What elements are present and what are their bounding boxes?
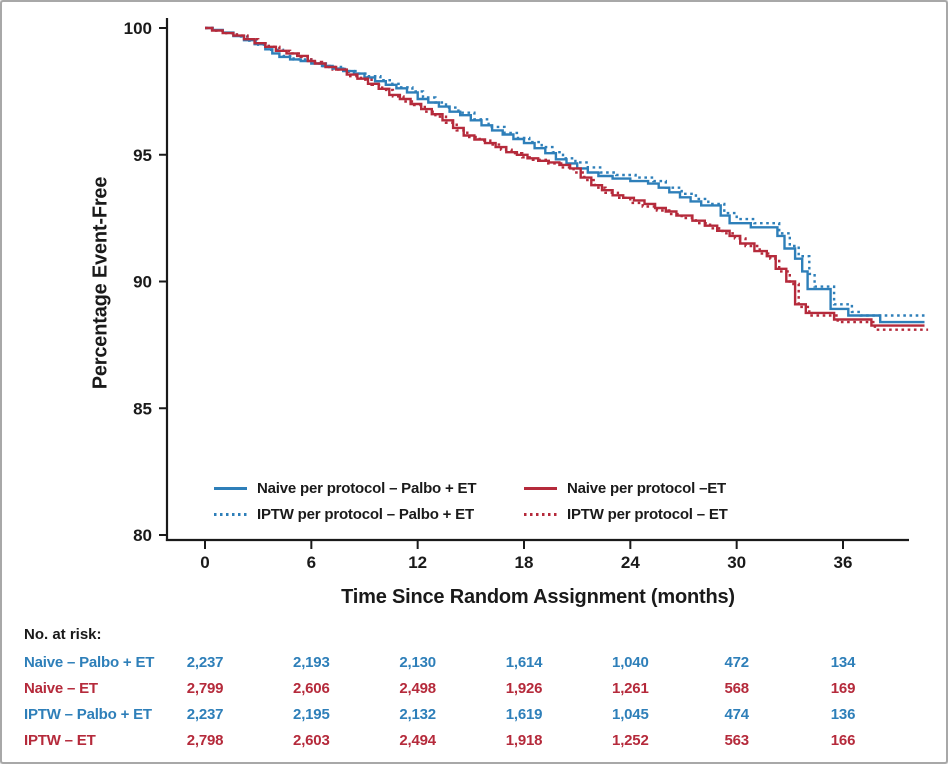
risk-count: 2,798: [186, 732, 224, 749]
risk-count: 2,603: [293, 732, 330, 749]
risk-count: 1,614: [505, 654, 543, 671]
risk-count: 136: [830, 706, 856, 723]
risk-count: 2,193: [293, 654, 330, 671]
risk-row: IPTW – ET 2,798 2,603 2,494 1,918 1,252 563 166: [2, 728, 946, 754]
risk-count: 1,040: [612, 654, 649, 671]
risk-row: IPTW – Palbo + ET 2,237 2,195 2,132 1,619 1,0…: [2, 702, 946, 728]
risk-count: 2,132: [399, 706, 436, 723]
risk-count: 2,799: [186, 680, 224, 697]
x-tick-label: 30: [727, 553, 746, 572]
risk-count: 1,918: [505, 732, 543, 749]
risk-count: 2,237: [186, 654, 224, 671]
naive-et-curve: [205, 26, 925, 327]
y-axis-title: Percentage Event-Free: [89, 176, 112, 390]
risk-row: Naive – ET 2,799 2,606 2,498 1,926 1,261 568 16…: [2, 676, 946, 702]
y-tick-label: 95: [133, 146, 152, 165]
risk-count: 2,130: [399, 654, 436, 671]
x-tick-label: 24: [621, 553, 640, 572]
risk-count: 2,606: [293, 680, 330, 697]
y-tick-label: 80: [133, 526, 152, 545]
iptw-et-curve: [205, 26, 929, 331]
legend-item: Naive per protocol –ET: [524, 478, 728, 498]
y-tick-label: 85: [133, 399, 152, 418]
legend-column-et: Naive per protocol –ET IPTW per protocol …: [524, 478, 728, 524]
risk-row-label: Naive – Palbo + ET: [24, 654, 155, 671]
risk-count: 134: [830, 654, 856, 671]
risk-count: 2,494: [399, 732, 436, 749]
iptw-palbo-curve: [205, 26, 929, 317]
legend-solid-line-icon: [524, 486, 557, 490]
survival-plot: 100 95 90 85 80 0 6 12 18 24 30 36: [124, 18, 929, 572]
y-tick-label: 100: [124, 19, 152, 38]
risk-count: 169: [830, 680, 856, 697]
risk-count: 2,498: [399, 680, 436, 697]
naive-palbo-curve: [205, 26, 925, 324]
risk-count: 568: [724, 680, 749, 697]
legend-item: IPTW per protocol – Palbo + ET: [214, 504, 476, 524]
legend-dotted-line-icon: [524, 512, 557, 516]
legend-dotted-line-icon: [214, 512, 247, 516]
risk-count: 1,619: [505, 706, 543, 723]
legend-label: Naive per protocol –ET: [567, 479, 726, 497]
risk-count: 2,237: [186, 706, 224, 723]
legend-label: IPTW per protocol – Palbo + ET: [257, 505, 474, 523]
y-tick-label: 90: [133, 273, 152, 292]
risk-count: 474: [724, 706, 749, 723]
x-tick-label: 6: [307, 553, 316, 572]
risk-count: 1,261: [612, 680, 649, 697]
x-axis-title: Time Since Random Assignment (months): [341, 586, 735, 608]
legend-label: IPTW per protocol – ET: [567, 505, 728, 523]
x-tick-label: 36: [834, 553, 853, 572]
legend-item: IPTW per protocol – ET: [524, 504, 728, 524]
risk-count: 563: [724, 732, 749, 749]
x-tick-label: 0: [200, 553, 209, 572]
x-tick-label: 18: [515, 553, 534, 572]
risk-count: 1,045: [612, 706, 649, 723]
x-tick-label: 12: [408, 553, 427, 572]
risk-count: 1,926: [505, 680, 543, 697]
at-risk-heading: No. at risk:: [24, 626, 102, 643]
risk-row-label: IPTW – ET: [24, 732, 96, 749]
legend-solid-line-icon: [214, 486, 247, 490]
risk-count: 2,195: [293, 706, 330, 723]
risk-count: 1,252: [612, 732, 649, 749]
legend-item: Naive per protocol – Palbo + ET: [214, 478, 476, 498]
risk-row: Naive – Palbo + ET 2,237 2,193 2,130 1,614 1,…: [2, 650, 946, 676]
legend-column-palbo: Naive per protocol – Palbo + ET IPTW per …: [214, 478, 476, 524]
risk-row-label: Naive – ET: [24, 680, 98, 697]
risk-count: 166: [830, 732, 856, 749]
legend-label: Naive per protocol – Palbo + ET: [257, 479, 477, 497]
risk-count: 472: [724, 654, 749, 671]
risk-row-label: IPTW – Palbo + ET: [24, 706, 152, 723]
